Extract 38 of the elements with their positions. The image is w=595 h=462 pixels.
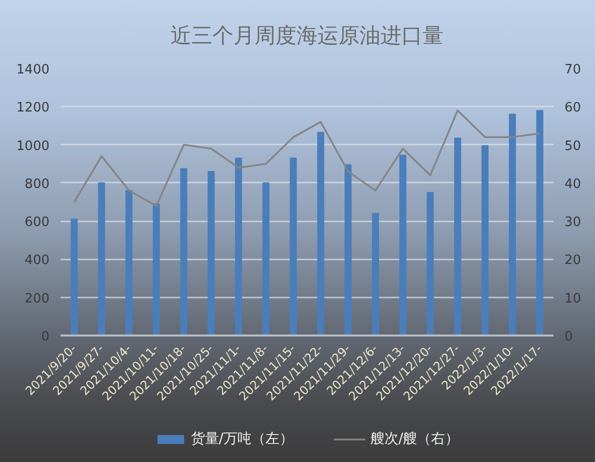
bar (180, 168, 188, 336)
y2-tick-label: 70 (564, 62, 582, 78)
y2-tick-label: 30 (564, 215, 582, 230)
bar (317, 132, 324, 336)
y-tick-label: 600 (24, 215, 50, 230)
y-tick-label: 200 (24, 291, 50, 306)
bar (125, 190, 132, 336)
y2-tick-label: 40 (564, 176, 582, 192)
y2-tick-label: 10 (564, 291, 582, 306)
y2-tick-label: 50 (564, 138, 582, 154)
bar (399, 154, 406, 336)
y-tick-label: 1200 (16, 100, 50, 116)
y2-tick-label: 20 (564, 253, 582, 268)
bar (70, 218, 78, 336)
y2-tick-label: 60 (564, 100, 582, 116)
y-tick-label: 0 (41, 330, 50, 344)
bar (152, 203, 160, 336)
bar (372, 212, 379, 336)
y-tick-label: 800 (24, 176, 50, 192)
legend-label: 艘次/艘（右） (370, 430, 460, 448)
chart-title: 近三个月周度海运原油进口量 (170, 24, 444, 48)
bar (454, 138, 462, 336)
bar (482, 145, 489, 336)
y2-tick-label: 0 (564, 330, 573, 344)
bar (98, 182, 106, 336)
y-tick-label: 400 (24, 253, 50, 268)
bar (262, 182, 270, 336)
bar (290, 158, 297, 336)
line-series (73, 110, 541, 207)
bar (208, 170, 215, 336)
bar (235, 158, 242, 336)
legend-label: 货量/万吨（左） (190, 430, 294, 448)
bar (536, 110, 544, 336)
bar (426, 192, 434, 336)
y-tick-label: 1400 (16, 62, 50, 78)
bar (508, 114, 516, 336)
y-tick-label: 1000 (16, 138, 50, 154)
bar (344, 164, 352, 336)
